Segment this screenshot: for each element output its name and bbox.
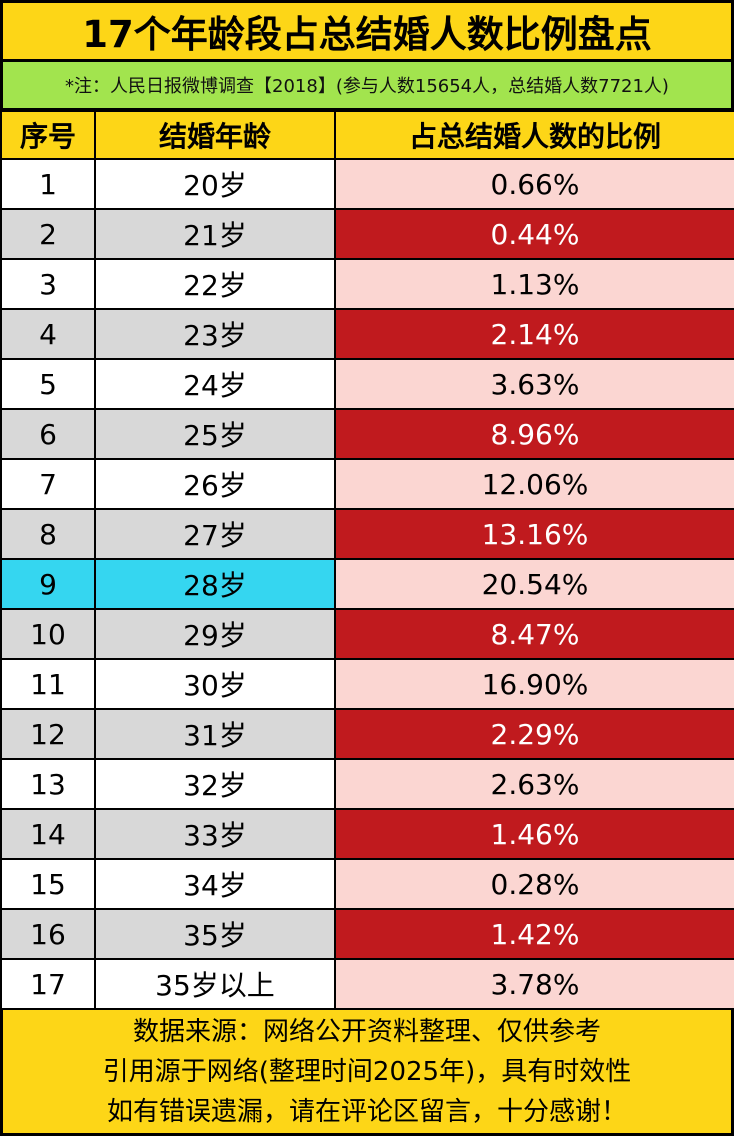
table-body: 1 20岁 0.66% 2 21岁 0.44% 3 22岁 1.13% 4 23岁 2.14% 5 24岁… xyxy=(0,158,734,1010)
row-age: 26岁 xyxy=(94,458,336,510)
page-title: 17个年龄段占总结婚人数比例盘点 xyxy=(0,0,734,62)
row-age: 23岁 xyxy=(94,308,336,360)
row-index: 3 xyxy=(0,258,96,310)
row-ratio: 0.28% xyxy=(334,858,734,910)
row-index: 12 xyxy=(0,708,96,760)
row-ratio: 13.16% xyxy=(334,508,734,560)
source-note: *注：人民日报微博调查【2018】(参与人数15654人，总结婚人数7721人) xyxy=(0,62,734,110)
row-age: 28岁 xyxy=(94,558,336,610)
row-age: 30岁 xyxy=(94,658,336,710)
row-age: 27岁 xyxy=(94,508,336,560)
table-row: 2 21岁 0.44% xyxy=(0,208,734,260)
row-ratio: 2.29% xyxy=(334,708,734,760)
row-index: 10 xyxy=(0,608,96,660)
row-age: 34岁 xyxy=(94,858,336,910)
table-row: 15 34岁 0.28% xyxy=(0,858,734,910)
row-age: 35岁以上 xyxy=(94,958,336,1010)
row-age: 22岁 xyxy=(94,258,336,310)
row-ratio: 0.66% xyxy=(334,158,734,210)
marriage-age-table: 序号 结婚年龄 占总结婚人数的比例 1 20岁 0.66% 2 21岁 0.44% 3 22岁… xyxy=(0,110,734,1010)
row-ratio: 1.42% xyxy=(334,908,734,960)
row-index: 11 xyxy=(0,658,96,710)
row-age: 31岁 xyxy=(94,708,336,760)
row-index: 16 xyxy=(0,908,96,960)
table-row: 13 32岁 2.63% xyxy=(0,758,734,810)
row-age: 21岁 xyxy=(94,208,336,260)
footer: 数据来源：网络公开资料整理、仅供参考 引用源于网络(整理时间2025年)，具有时… xyxy=(0,1008,734,1136)
row-ratio: 0.44% xyxy=(334,208,734,260)
row-ratio: 20.54% xyxy=(334,558,734,610)
row-ratio: 2.63% xyxy=(334,758,734,810)
table-header-row: 序号 结婚年龄 占总结婚人数的比例 xyxy=(0,110,734,160)
row-ratio: 2.14% xyxy=(334,308,734,360)
table-row: 9 28岁 20.54% xyxy=(0,558,734,610)
table-row: 3 22岁 1.13% xyxy=(0,258,734,310)
row-age: 29岁 xyxy=(94,608,336,660)
table-row: 5 24岁 3.63% xyxy=(0,358,734,410)
row-index: 4 xyxy=(0,308,96,360)
row-age: 25岁 xyxy=(94,408,336,460)
row-ratio: 12.06% xyxy=(334,458,734,510)
footer-line-feedback: 如有错误遗漏，请在评论区留言，十分感谢！ xyxy=(106,1096,627,1127)
table-row: 11 30岁 16.90% xyxy=(0,658,734,710)
row-index: 9 xyxy=(0,558,96,610)
row-age: 35岁 xyxy=(94,908,336,960)
row-index: 2 xyxy=(0,208,96,260)
table-row: 12 31岁 2.29% xyxy=(0,708,734,760)
row-ratio: 1.13% xyxy=(334,258,734,310)
row-index: 1 xyxy=(0,158,96,210)
header-ratio: 占总结婚人数的比例 xyxy=(334,110,734,160)
row-index: 7 xyxy=(0,458,96,510)
row-index: 17 xyxy=(0,958,96,1010)
row-age: 20岁 xyxy=(94,158,336,210)
table-row: 7 26岁 12.06% xyxy=(0,458,734,510)
row-index: 15 xyxy=(0,858,96,910)
row-index: 6 xyxy=(0,408,96,460)
row-index: 14 xyxy=(0,808,96,860)
row-index: 13 xyxy=(0,758,96,810)
row-age: 24岁 xyxy=(94,358,336,410)
table-row: 16 35岁 1.42% xyxy=(0,908,734,960)
header-age: 结婚年龄 xyxy=(94,110,336,160)
table-row: 14 33岁 1.46% xyxy=(0,808,734,860)
row-index: 5 xyxy=(0,358,96,410)
table-row: 10 29岁 8.47% xyxy=(0,608,734,660)
row-age: 32岁 xyxy=(94,758,336,810)
table-row: 6 25岁 8.96% xyxy=(0,408,734,460)
table-row: 4 23岁 2.14% xyxy=(0,308,734,360)
footer-line-source: 数据来源：网络公开资料整理、仅供参考 xyxy=(132,1016,601,1047)
row-age: 33岁 xyxy=(94,808,336,860)
table-row: 17 35岁以上 3.78% xyxy=(0,958,734,1010)
row-index: 8 xyxy=(0,508,96,560)
row-ratio: 8.47% xyxy=(334,608,734,660)
table-row: 1 20岁 0.66% xyxy=(0,158,734,210)
row-ratio: 3.63% xyxy=(334,358,734,410)
row-ratio: 3.78% xyxy=(334,958,734,1010)
row-ratio: 8.96% xyxy=(334,408,734,460)
row-ratio: 1.46% xyxy=(334,808,734,860)
table-row: 8 27岁 13.16% xyxy=(0,508,734,560)
header-index: 序号 xyxy=(0,110,96,160)
footer-line-time: 引用源于网络(整理时间2025年)，具有时效性 xyxy=(102,1056,632,1087)
row-ratio: 16.90% xyxy=(334,658,734,710)
